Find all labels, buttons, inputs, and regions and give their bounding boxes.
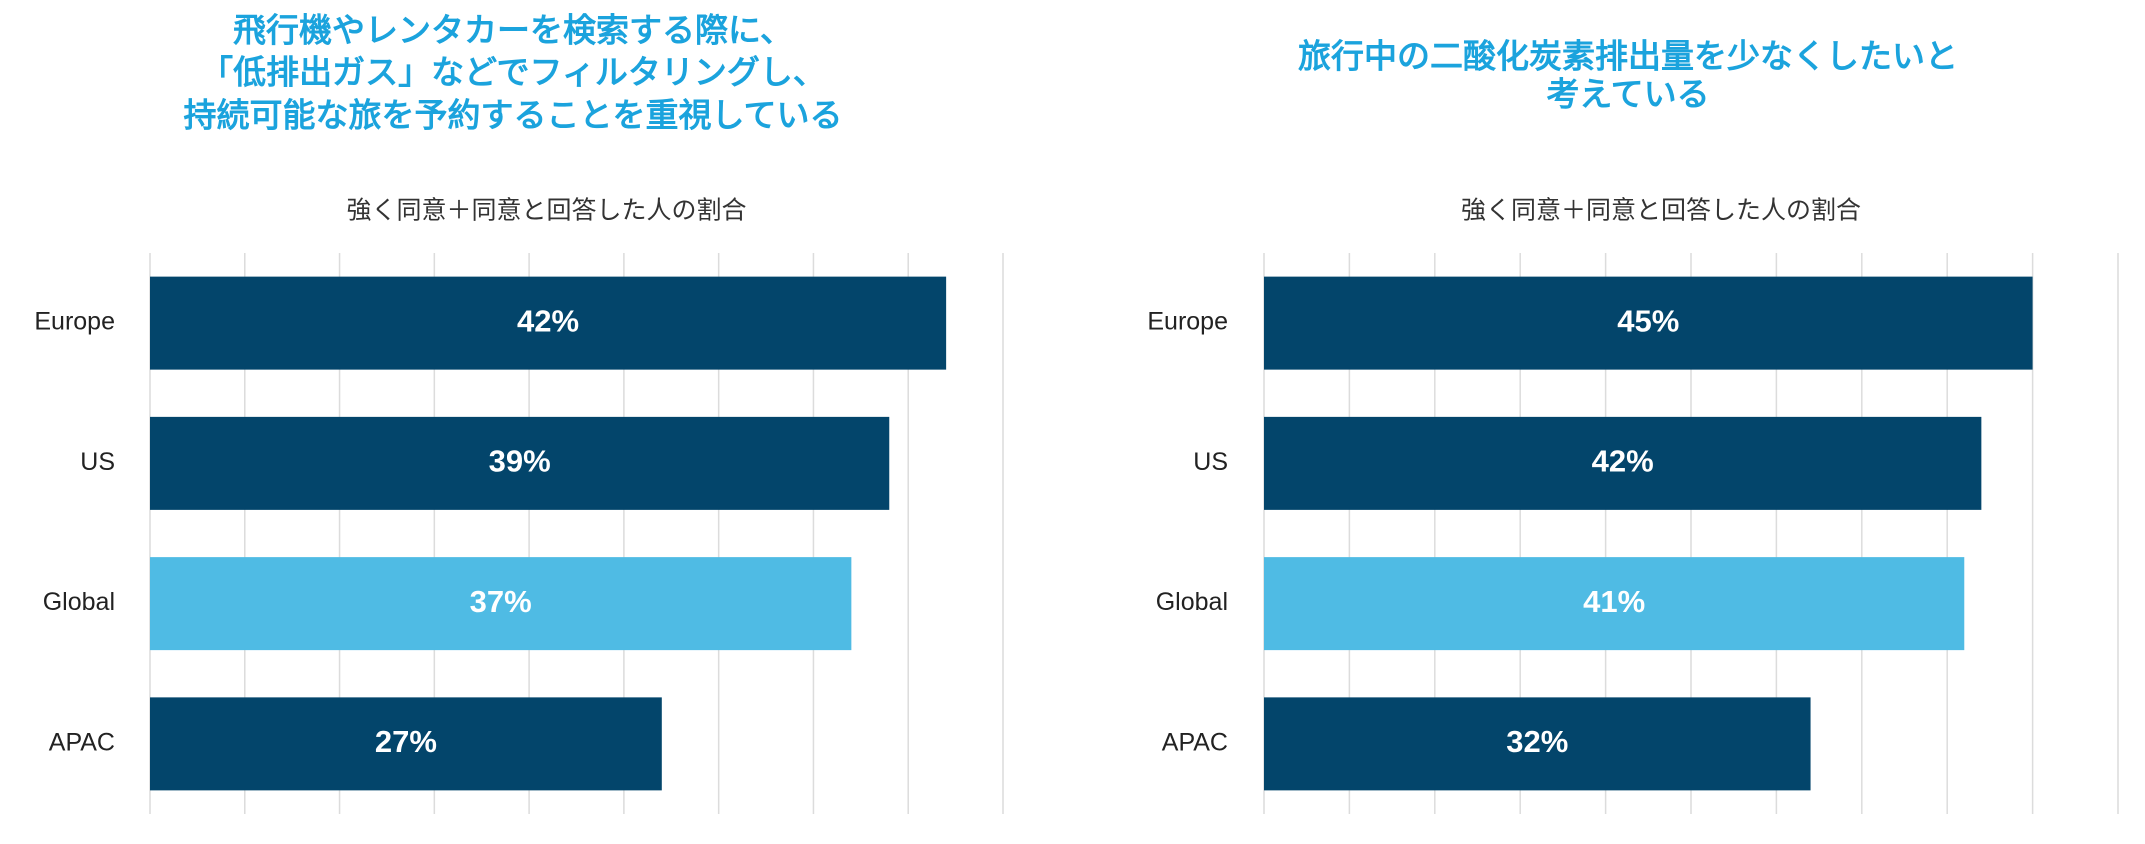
bar [1264, 557, 1965, 651]
chart-title: 考えている [1546, 76, 1709, 113]
data-label: 32% [1506, 724, 1568, 759]
category-label: Europe [1147, 308, 1228, 336]
bar [1264, 416, 1982, 510]
bar [150, 276, 947, 370]
data-label: 37% [470, 584, 532, 619]
category-label: US [1193, 448, 1228, 476]
chart-subtitle: 強く同意＋同意と回答した人の割合 [346, 197, 746, 225]
category-label: Global [1156, 588, 1228, 616]
chart-subtitle: 強く同意＋同意と回答した人の割合 [1461, 197, 1861, 225]
data-label: 42% [1592, 444, 1654, 479]
bar [1264, 697, 1811, 791]
bar [150, 557, 852, 651]
category-label: US [80, 448, 115, 476]
data-label: 45% [1617, 303, 1679, 338]
chart-title: 「低排出ガス」などでフィルタリングし、 [200, 54, 826, 91]
category-label: APAC [1162, 728, 1228, 756]
category-label: APAC [49, 728, 115, 756]
data-label: 42% [517, 303, 579, 338]
chart-title: 旅行中の二酸化炭素排出量を少なくしたいと [1298, 38, 1958, 75]
category-label: Europe [34, 308, 115, 336]
bar [150, 416, 890, 510]
data-label: 39% [489, 444, 551, 479]
bar [150, 697, 662, 791]
chart-title: 飛行機やレンタカーを検索する際に、 [233, 12, 793, 49]
data-label: 41% [1583, 584, 1645, 619]
chart-title: 持続可能な旅を予約することを重視している [183, 97, 842, 134]
category-label: Global [43, 588, 115, 616]
bar [1264, 276, 2033, 370]
data-label: 27% [375, 724, 437, 759]
